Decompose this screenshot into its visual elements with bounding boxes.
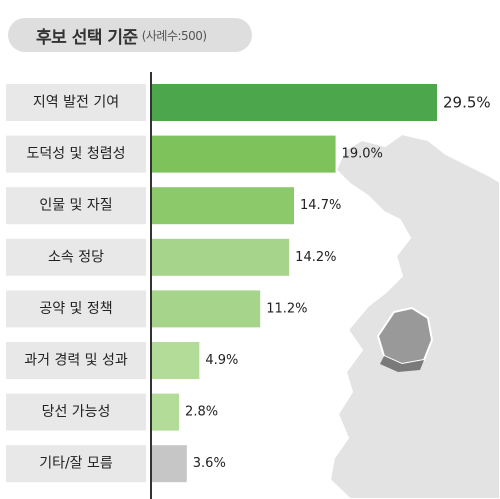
bar (152, 135, 336, 173)
bar (152, 187, 295, 225)
category-label-box (6, 238, 146, 276)
category-label-box (6, 187, 146, 225)
value-label: 14.2% (295, 250, 336, 265)
bar (152, 290, 261, 328)
category-label-box (6, 84, 146, 121)
chart-subtitle: (사례수:500) (141, 28, 207, 43)
value-label: 4.9% (205, 353, 238, 368)
value-label: 11.2% (266, 301, 307, 316)
chart-layer: 지역 발전 기여 29.5% 도덕성 및 청렴성 19.0% 인물 및 자질 14.7% 소… (6, 84, 491, 483)
value-label: 29.5% (443, 94, 491, 112)
bar (152, 445, 187, 483)
category-label-box (6, 290, 146, 328)
category-label-box (6, 135, 146, 173)
region-map-district-shadow (380, 356, 424, 372)
bar (152, 84, 437, 121)
bar (152, 238, 290, 276)
category-label: 기타/잘 모름 (39, 456, 113, 472)
category-label-box (6, 393, 146, 431)
value-label: 2.8% (185, 405, 218, 420)
category-label-box (6, 342, 146, 379)
bar (152, 393, 180, 431)
chart-title: 후보 선택 기준 (36, 27, 138, 48)
category-label: 과거 경력 및 성과 (24, 353, 128, 369)
category-label: 인물 및 자질 (39, 198, 112, 214)
category-label: 지역 발전 기여 (33, 95, 119, 111)
value-label: 3.6% (193, 456, 226, 471)
region-map (328, 132, 500, 499)
category-label-box (6, 445, 146, 483)
category-label: 당선 가능성 (42, 404, 111, 420)
chart-title-pill: 후보 선택 기준 (사례수:500) (8, 18, 252, 52)
value-label: 14.7% (300, 198, 341, 213)
category-label: 소속 정당 (48, 249, 104, 265)
category-label: 공약 및 정책 (39, 301, 112, 317)
category-label: 도덕성 및 청렴성 (26, 146, 125, 162)
value-label: 19.0% (342, 147, 383, 162)
bar (152, 342, 200, 379)
